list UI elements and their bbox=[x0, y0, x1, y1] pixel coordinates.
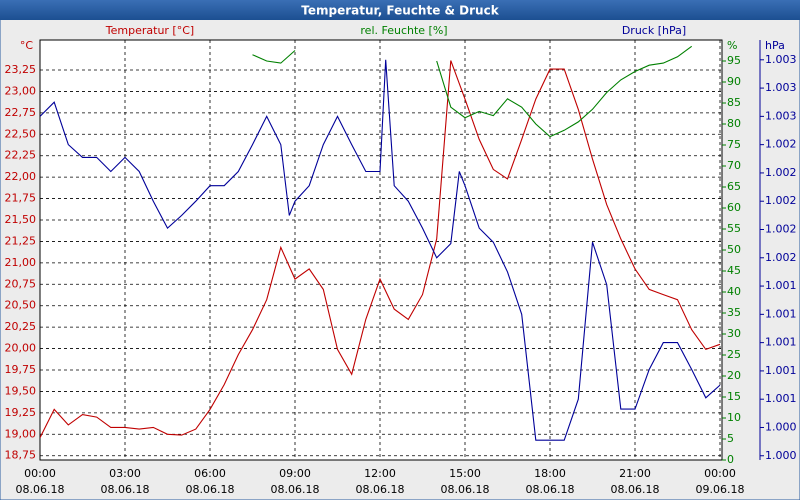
y2-tick-label: 95 bbox=[727, 54, 741, 67]
y3-tick-label: 1.002 bbox=[765, 222, 797, 235]
x-tick-label: 00:00 bbox=[704, 467, 736, 480]
y-tick-label: 22,25 bbox=[5, 149, 37, 162]
y3-tick-label: 1.001 bbox=[765, 336, 797, 349]
y2-tick-label: 5 bbox=[727, 432, 734, 445]
x-tick-date: 08.06.18 bbox=[356, 483, 405, 496]
y2-tick-label: 85 bbox=[727, 96, 741, 109]
chart-title: Temperatur, Feuchte & Druck bbox=[301, 4, 499, 18]
series-line bbox=[252, 45, 693, 138]
y3-tick-label: 1.000 bbox=[765, 420, 797, 433]
y-tick-label: 23,00 bbox=[5, 84, 37, 97]
x-tick-date: 08.06.18 bbox=[101, 483, 150, 496]
y2-tick-label: 65 bbox=[727, 180, 741, 193]
y-tick-label: 20,25 bbox=[5, 320, 37, 333]
x-tick-date: 08.06.18 bbox=[526, 483, 575, 496]
y-tick-label: 19,25 bbox=[5, 406, 37, 419]
series-line bbox=[40, 60, 721, 438]
y3-tick-label: 1.001 bbox=[765, 279, 797, 292]
y2-tick-label: 45 bbox=[727, 264, 741, 277]
y3-tick-label: 1.003 bbox=[765, 109, 797, 122]
y-tick-label: 18,75 bbox=[5, 449, 37, 462]
y2-tick-label: 20 bbox=[727, 369, 741, 382]
y-tick-label: 20,00 bbox=[5, 342, 37, 355]
y3-tick-label: 1.003 bbox=[765, 81, 797, 94]
y-tick-label: 20,75 bbox=[5, 277, 37, 290]
y2-tick-label: 15 bbox=[727, 390, 741, 403]
x-tick-label: 18:00 bbox=[534, 467, 566, 480]
y-tick-label: 20,50 bbox=[5, 299, 37, 312]
y2-tick-label: 25 bbox=[727, 348, 741, 361]
x-tick-date: 08.06.18 bbox=[611, 483, 660, 496]
y2-tick-label: 70 bbox=[727, 159, 741, 172]
y2-tick-label: 90 bbox=[727, 75, 741, 88]
y2-tick-label: 35 bbox=[727, 306, 741, 319]
x-tick-date: 08.06.18 bbox=[271, 483, 320, 496]
legend-entry: Druck [hPa] bbox=[622, 24, 686, 37]
x-tick-date: 08.06.18 bbox=[441, 483, 490, 496]
title-bar bbox=[0, 0, 800, 20]
y2-tick-label: 40 bbox=[727, 285, 741, 298]
y3-tick-label: 1.001 bbox=[765, 364, 797, 377]
y-tick-label: 21,00 bbox=[5, 256, 37, 269]
x-tick-date: 08.06.18 bbox=[186, 483, 235, 496]
series-line bbox=[40, 59, 721, 441]
y2-tick-label: 75 bbox=[727, 138, 741, 151]
y2-tick-label: 60 bbox=[727, 201, 741, 214]
x-tick-label: 06:00 bbox=[194, 467, 226, 480]
y2-tick-label: 0 bbox=[727, 453, 734, 466]
x-tick-label: 21:00 bbox=[619, 467, 651, 480]
x-tick-label: 15:00 bbox=[449, 467, 481, 480]
y2-unit: % bbox=[727, 39, 737, 52]
legend-entry: rel. Feuchte [%] bbox=[360, 24, 447, 37]
x-tick-date: 09.06.18 bbox=[696, 483, 745, 496]
x-tick-label: 00:00 bbox=[24, 467, 56, 480]
x-tick-label: 09:00 bbox=[279, 467, 311, 480]
y3-unit: hPa bbox=[765, 39, 785, 52]
y-tick-label: 23,25 bbox=[5, 63, 37, 76]
y-tick-label: 21,75 bbox=[5, 192, 37, 205]
y3-tick-label: 1.002 bbox=[765, 138, 797, 151]
y3-tick-label: 1.003 bbox=[765, 53, 797, 66]
y-tick-label: 22,00 bbox=[5, 170, 37, 183]
y3-tick-label: 1.002 bbox=[765, 166, 797, 179]
x-tick-date: 08.06.18 bbox=[16, 483, 65, 496]
y3-tick-label: 1.001 bbox=[765, 307, 797, 320]
plot-area bbox=[39, 39, 723, 461]
y2-tick-label: 50 bbox=[727, 243, 741, 256]
y-unit: °C bbox=[20, 39, 34, 52]
y2-tick-label: 10 bbox=[727, 411, 741, 424]
y2-tick-label: 55 bbox=[727, 222, 741, 235]
x-tick-label: 12:00 bbox=[364, 467, 396, 480]
y3-tick-label: 1.001 bbox=[765, 392, 797, 405]
y3-tick-label: 1.002 bbox=[765, 251, 797, 264]
y-tick-label: 22,75 bbox=[5, 106, 37, 119]
y-tick-label: 19,50 bbox=[5, 384, 37, 397]
y3-tick-label: 1.000 bbox=[765, 449, 797, 462]
y-tick-label: 19,00 bbox=[5, 427, 37, 440]
x-tick-label: 03:00 bbox=[109, 467, 141, 480]
y2-tick-label: 30 bbox=[727, 327, 741, 340]
y-tick-label: 22,50 bbox=[5, 127, 37, 140]
y2-tick-label: 80 bbox=[727, 117, 741, 130]
y-tick-label: 21,25 bbox=[5, 234, 37, 247]
legend-entry: Temperatur [°C] bbox=[105, 24, 194, 37]
y3-tick-label: 1.002 bbox=[765, 194, 797, 207]
y-tick-label: 21,50 bbox=[5, 213, 37, 226]
y-tick-label: 19,75 bbox=[5, 363, 37, 376]
